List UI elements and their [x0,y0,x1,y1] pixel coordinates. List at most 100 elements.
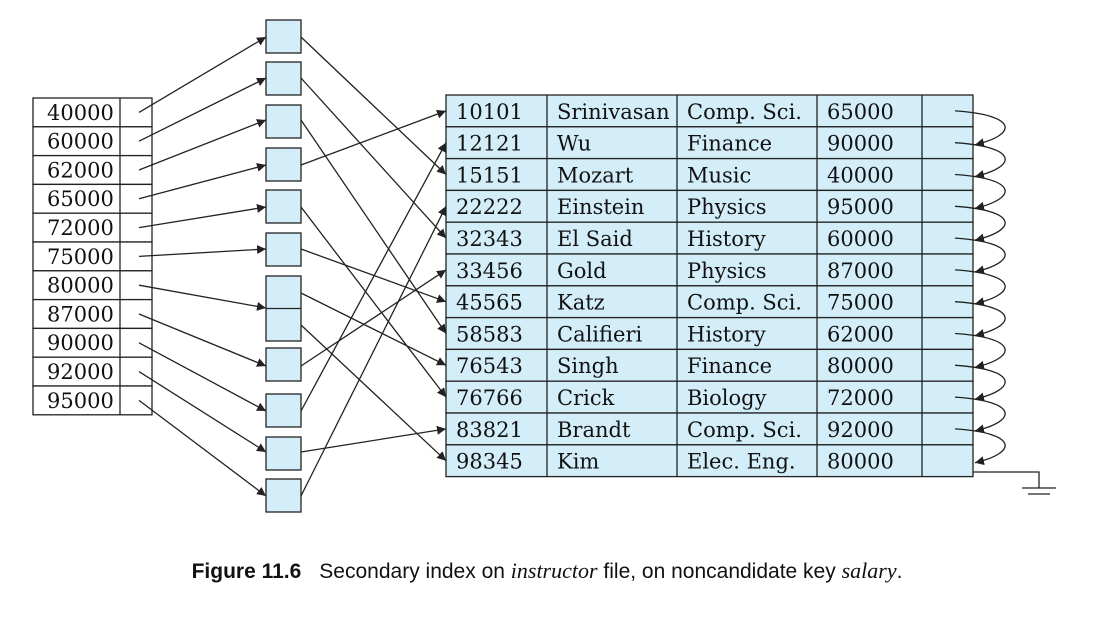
record-chain-arrow [954,142,1006,179]
record-row: 32343 El Said History 60000 [445,221,974,255]
record-dept: Physics [687,195,767,219]
figure-number: Figure 11.6 [191,560,302,583]
index-to-bucket-arrow [138,36,267,113]
record-row: 10101 Srinivasan Comp. Sci. 65000 [445,94,974,128]
bucket-to-record-arrow [300,248,447,303]
record-id: 10101 [456,100,523,124]
bucket-to-record-arrow [300,292,447,366]
index-entry [32,270,153,301]
index-to-bucket-arrow [138,371,267,453]
bucket-to-record-arrow [300,206,447,497]
record-chain-arrow [954,237,1006,275]
record-dept: Comp. Sci. [687,100,802,124]
record-chain-arrow [954,205,1006,243]
record-dept: Biology [687,386,767,410]
bucket-to-record-arrow [300,36,447,175]
record-name: Einstein [557,195,644,219]
bucket [265,189,302,224]
record-chain-arrow [954,428,1006,466]
record-name: Kim [557,450,599,474]
bucket-column [265,19,302,513]
record-row: 58583 Califieri History 62000 [445,316,974,351]
record-id: 15151 [456,163,523,187]
record-name: Singh [557,354,619,378]
index-to-bucket-arrow [138,119,267,171]
record-salary: 92000 [827,418,894,442]
index-entry [32,97,153,128]
record-salary: 40000 [827,163,894,187]
record-dept: Elec. Eng. [687,450,796,474]
record-name: Gold [557,259,607,283]
record-chain-arrow [954,301,1006,338]
index-to-bucket-arrow [138,245,267,258]
bucket [265,347,302,382]
record-id: 32343 [456,227,523,251]
record-id: 76766 [456,386,523,410]
record-dept: Finance [687,132,772,156]
index-entry [32,298,153,330]
record-salary: 90000 [827,132,894,156]
record-dept: History [687,227,766,251]
record-id: 33456 [456,259,523,283]
record-name: Crick [557,386,615,410]
record-chain-arrow [954,332,1006,370]
record-row: 83821 Brandt Comp. Sci. 92000 [445,412,974,446]
index-key: 65000 [47,187,114,211]
record-chain-arrow [954,396,1006,434]
record-salary: 87000 [827,259,894,283]
bucket [265,232,302,267]
record-dept: Finance [687,354,772,378]
bucket [265,393,302,428]
record-dept: Music [687,163,751,187]
record-name: Katz [557,291,605,315]
bucket [265,61,302,96]
record-id: 83821 [456,418,523,442]
record-id: 98345 [456,450,523,474]
record-row: 22222 Einstein Physics 95000 [445,189,974,223]
record-row: 33456 Gold Physics 87000 [445,253,974,287]
record-row: 45565 Katz Comp. Sci. 75000 [445,285,974,319]
index-key: 80000 [47,274,114,298]
record-row: 76543 Singh Finance 80000 [445,348,974,382]
record-salary: 60000 [827,227,894,251]
record-name: Wu [557,132,591,156]
record-name: El Said [557,227,633,251]
index-key: 60000 [47,130,114,154]
bucket-to-record-arrow [300,77,447,239]
figure-caption: Figure 11.6 Secondary index on instructor… [0,558,1094,584]
caption-text-2: file, on noncandidate key [597,560,842,583]
index-to-bucket-arrow [138,399,267,497]
record-salary: 80000 [827,450,894,474]
record-id: 45565 [456,291,523,315]
record-salary: 72000 [827,386,894,410]
index-to-bucket-arrow [138,342,267,412]
record-salary: 75000 [827,291,894,315]
index-key: 87000 [47,302,114,326]
record-dept: History [687,322,766,346]
index-entry [32,154,153,186]
bucket [265,147,302,182]
bucket-to-record-arrow [300,142,447,412]
pointer-arrows [138,36,1006,497]
record-name: Mozart [557,163,634,187]
record-name: Srinivasan [557,100,670,124]
caption-italic-2: salary [841,558,897,583]
record-dept: Comp. Sci. [687,291,802,315]
index-key: 40000 [47,101,114,125]
bucket [265,436,302,471]
bucket-to-record-arrow [300,269,447,367]
bucket-to-record-arrow [300,109,447,166]
record-id: 12121 [456,132,523,156]
record-row: 12121 Wu Finance 90000 [445,126,974,160]
record-salary: 65000 [827,100,894,124]
caption-italic-1: instructor [510,558,598,583]
index-key: 75000 [47,245,114,269]
bucket [265,104,302,139]
record-salary: 62000 [827,322,894,346]
record-row: 98345 Kim Elec. Eng. 80000 [445,444,974,478]
record-chain-arrow [954,269,1006,307]
record-row: 76766 Crick Biology 72000 [445,380,974,414]
index-to-bucket-arrow [138,77,267,142]
bucket [265,478,302,513]
record-id: 76543 [456,354,523,378]
